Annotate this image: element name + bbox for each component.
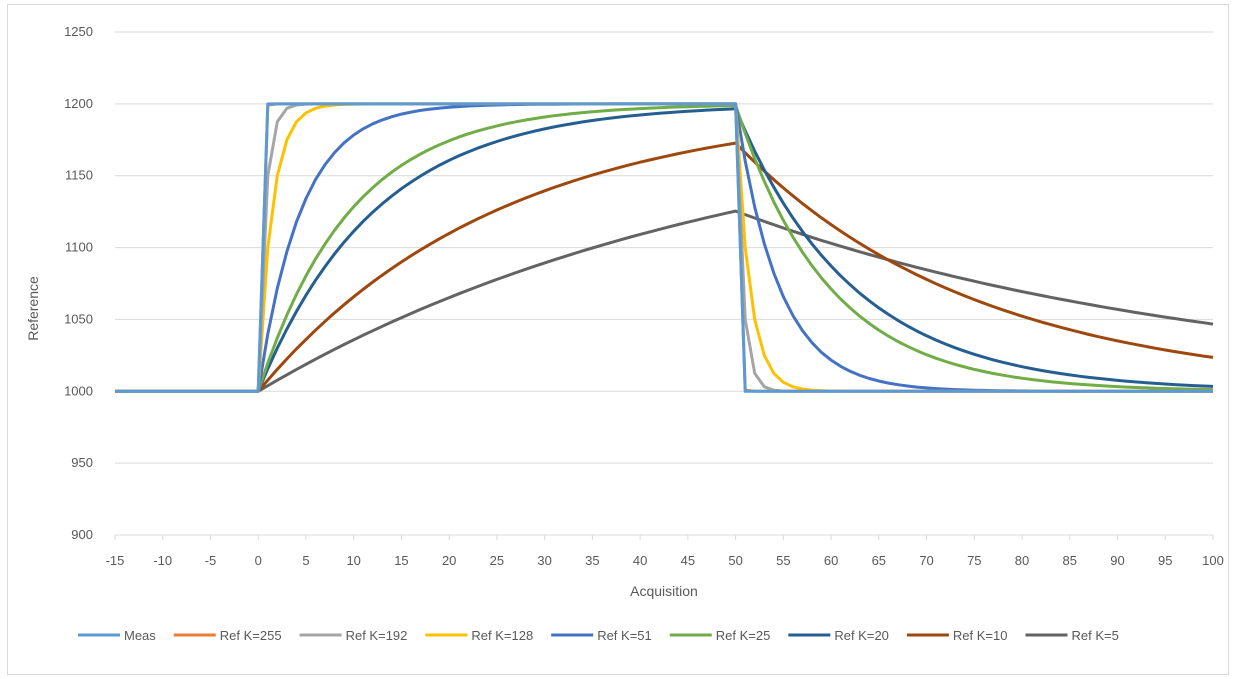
x-tick-label: -5 — [205, 553, 217, 568]
x-tick-label: 70 — [919, 553, 933, 568]
x-tick-label: 30 — [537, 553, 551, 568]
legend-label: Ref K=25 — [716, 628, 771, 643]
x-tick-label: 85 — [1063, 553, 1077, 568]
legend-label: Ref K=192 — [346, 628, 408, 643]
y-tick-label: 1250 — [64, 24, 93, 39]
legend-item: Ref K=192 — [299, 628, 408, 643]
legend-item: Ref K=5 — [1025, 628, 1119, 643]
legend-item: Ref K=255 — [173, 628, 282, 643]
series-line-ref-k-10 — [115, 141, 1214, 393]
legend-label: Ref K=128 — [471, 628, 533, 643]
legend-label: Meas — [124, 628, 156, 643]
x-tick-label: 10 — [346, 553, 360, 568]
x-tick-label: 65 — [872, 553, 886, 568]
x-tick-label: 20 — [442, 553, 456, 568]
x-tick-label: 50 — [728, 553, 742, 568]
y-axis-title: Reference — [25, 276, 41, 341]
x-tick-label: 95 — [1158, 553, 1172, 568]
series-line-meas — [115, 102, 1213, 393]
x-tick-label: -15 — [106, 553, 125, 568]
legend-label: Ref K=51 — [597, 628, 652, 643]
legend-item: Ref K=128 — [425, 628, 533, 643]
x-tick-label: 75 — [967, 553, 981, 568]
x-axis-tick-labels: -15 -10 -5 0 5 10 15 20 25 30 35 40 45 50 55 60 65 70 75 80… — [106, 553, 1224, 568]
x-tick-label: 60 — [824, 553, 838, 568]
series-line-ref-k-20 — [115, 107, 1214, 393]
x-tick-label: 25 — [490, 553, 504, 568]
gridlines — [114, 31, 1214, 540]
y-tick-label: 1050 — [64, 311, 93, 326]
legend-item: Ref K=10 — [906, 628, 1008, 643]
x-tick-label: 55 — [776, 553, 790, 568]
y-tick-label: 1150 — [65, 168, 93, 183]
legend: Meas Ref K=255 Ref K=192 Ref K=128 Ref K=51 R… — [78, 628, 1119, 643]
legend-label: Ref K=20 — [834, 628, 889, 643]
legend-item: Meas — [78, 628, 156, 643]
legend-item: Ref K=51 — [551, 628, 652, 643]
x-tick-label: 15 — [394, 553, 408, 568]
series-lines — [115, 102, 1214, 393]
x-tick-label: 100 — [1202, 553, 1224, 568]
series-line-ref-k-5 — [115, 209, 1214, 393]
x-tick-label: 45 — [681, 553, 695, 568]
y-tick-label: 1100 — [65, 240, 93, 255]
y-axis-tick-labels: 900 950 1000 1050 1100 1150 1200 1250 — [64, 24, 93, 542]
x-tick-label: 40 — [633, 553, 647, 568]
y-tick-label: 900 — [71, 527, 93, 542]
legend-label: Ref K=5 — [1072, 628, 1119, 643]
x-tick-label: 80 — [1015, 553, 1029, 568]
legend-label: Ref K=10 — [953, 628, 1008, 643]
x-tick-label: 5 — [302, 553, 309, 568]
series-line-ref-k-25 — [115, 104, 1214, 393]
x-tick-label: -10 — [153, 553, 172, 568]
x-axis-title: Acquisition — [630, 583, 698, 599]
legend-label: Ref K=255 — [220, 628, 282, 643]
y-tick-label: 950 — [71, 455, 93, 470]
legend-item: Ref K=20 — [788, 628, 889, 643]
x-tick-label: 35 — [585, 553, 599, 568]
x-tick-label: 90 — [1110, 553, 1124, 568]
x-tick-label: 0 — [255, 553, 262, 568]
legend-item: Ref K=25 — [669, 628, 771, 643]
y-tick-label: 1200 — [64, 96, 93, 111]
y-tick-label: 1000 — [64, 383, 93, 398]
